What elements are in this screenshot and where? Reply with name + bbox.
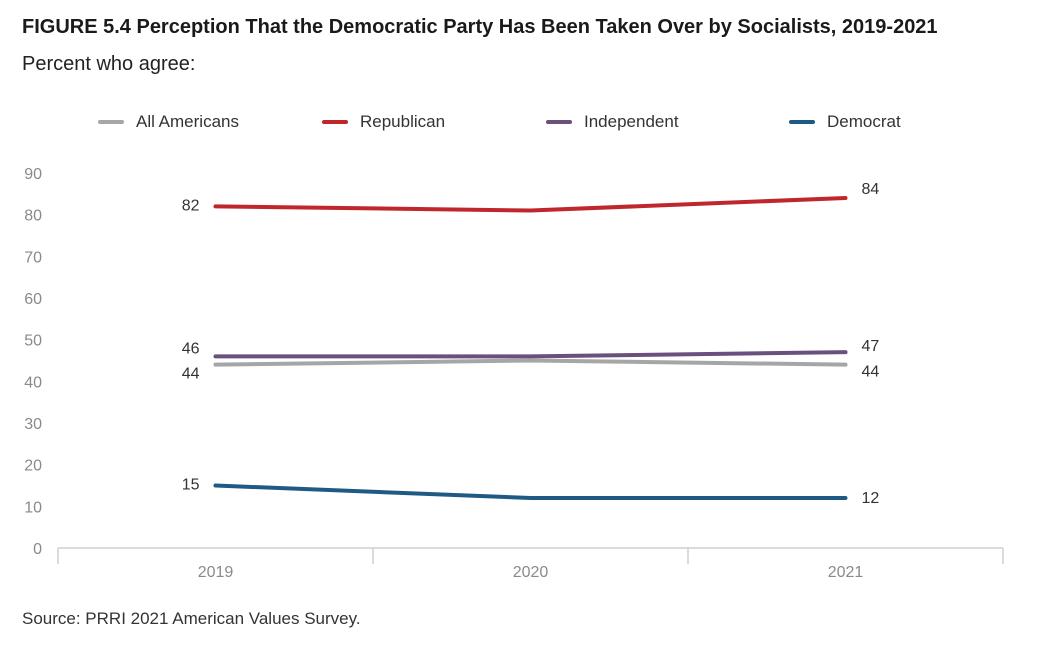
y-tick-label: 60 xyxy=(24,291,42,308)
y-tick-label: 10 xyxy=(24,499,42,516)
legend-label-all-americans: All Americans xyxy=(136,112,239,132)
y-tick-label: 0 xyxy=(33,541,42,558)
data-label-independent-end: 47 xyxy=(862,338,880,355)
x-tick-label: 2020 xyxy=(513,564,549,581)
x-tick-label: 2021 xyxy=(828,564,864,581)
legend-item-republican: Republican xyxy=(322,110,445,134)
data-label-all-americans-end: 44 xyxy=(862,364,880,381)
y-tick-label: 20 xyxy=(24,458,42,475)
data-label-independent-start: 46 xyxy=(182,340,200,357)
legend-swatch-democrat xyxy=(789,120,815,124)
data-label-all-americans-start: 44 xyxy=(182,366,200,383)
legend-label-democrat: Democrat xyxy=(827,112,901,132)
series-lines xyxy=(216,198,846,498)
source-note: Source: PRRI 2021 American Values Survey… xyxy=(22,609,361,629)
data-label-democrat-end: 12 xyxy=(862,490,880,507)
figure-subtitle: Percent who agree: xyxy=(22,53,195,76)
legend-swatch-independent xyxy=(546,120,572,124)
legend-label-republican: Republican xyxy=(360,112,445,132)
y-tick-label: 70 xyxy=(24,249,42,266)
legend-swatch-all-americans xyxy=(98,120,124,124)
y-tick-label: 80 xyxy=(24,208,42,225)
line-chart: 0 10 20 30 40 50 60 70 80 90 2019 2020 2021 44 44 82 8… xyxy=(0,150,1037,590)
y-tick-label: 90 xyxy=(24,166,42,183)
data-label-democrat-start: 15 xyxy=(182,477,200,494)
legend-item-all-americans: All Americans xyxy=(98,110,239,134)
y-tick-label: 50 xyxy=(24,333,42,350)
y-tick-label: 30 xyxy=(24,416,42,433)
data-label-republican-start: 82 xyxy=(182,197,200,214)
series-line-democrat xyxy=(216,486,846,499)
series-line-republican xyxy=(216,198,846,211)
legend-label-independent: Independent xyxy=(584,112,679,132)
data-labels: 44 44 82 84 46 47 15 12 xyxy=(182,181,880,507)
legend-swatch-republican xyxy=(322,120,348,124)
legend-item-democrat: Democrat xyxy=(789,110,901,134)
x-tick-label: 2019 xyxy=(198,564,234,581)
y-axis: 0 10 20 30 40 50 60 70 80 90 xyxy=(24,166,42,558)
y-tick-label: 40 xyxy=(24,374,42,391)
chart-legend: All Americans Republican Independent Dem… xyxy=(0,110,1037,134)
figure-title: FIGURE 5.4 Perception That the Democrati… xyxy=(22,16,938,39)
series-line-independent xyxy=(216,352,846,356)
legend-item-independent: Independent xyxy=(546,110,679,134)
data-label-republican-end: 84 xyxy=(862,181,880,198)
series-line-all-americans xyxy=(216,361,846,365)
x-axis: 2019 2020 2021 xyxy=(58,548,1003,581)
